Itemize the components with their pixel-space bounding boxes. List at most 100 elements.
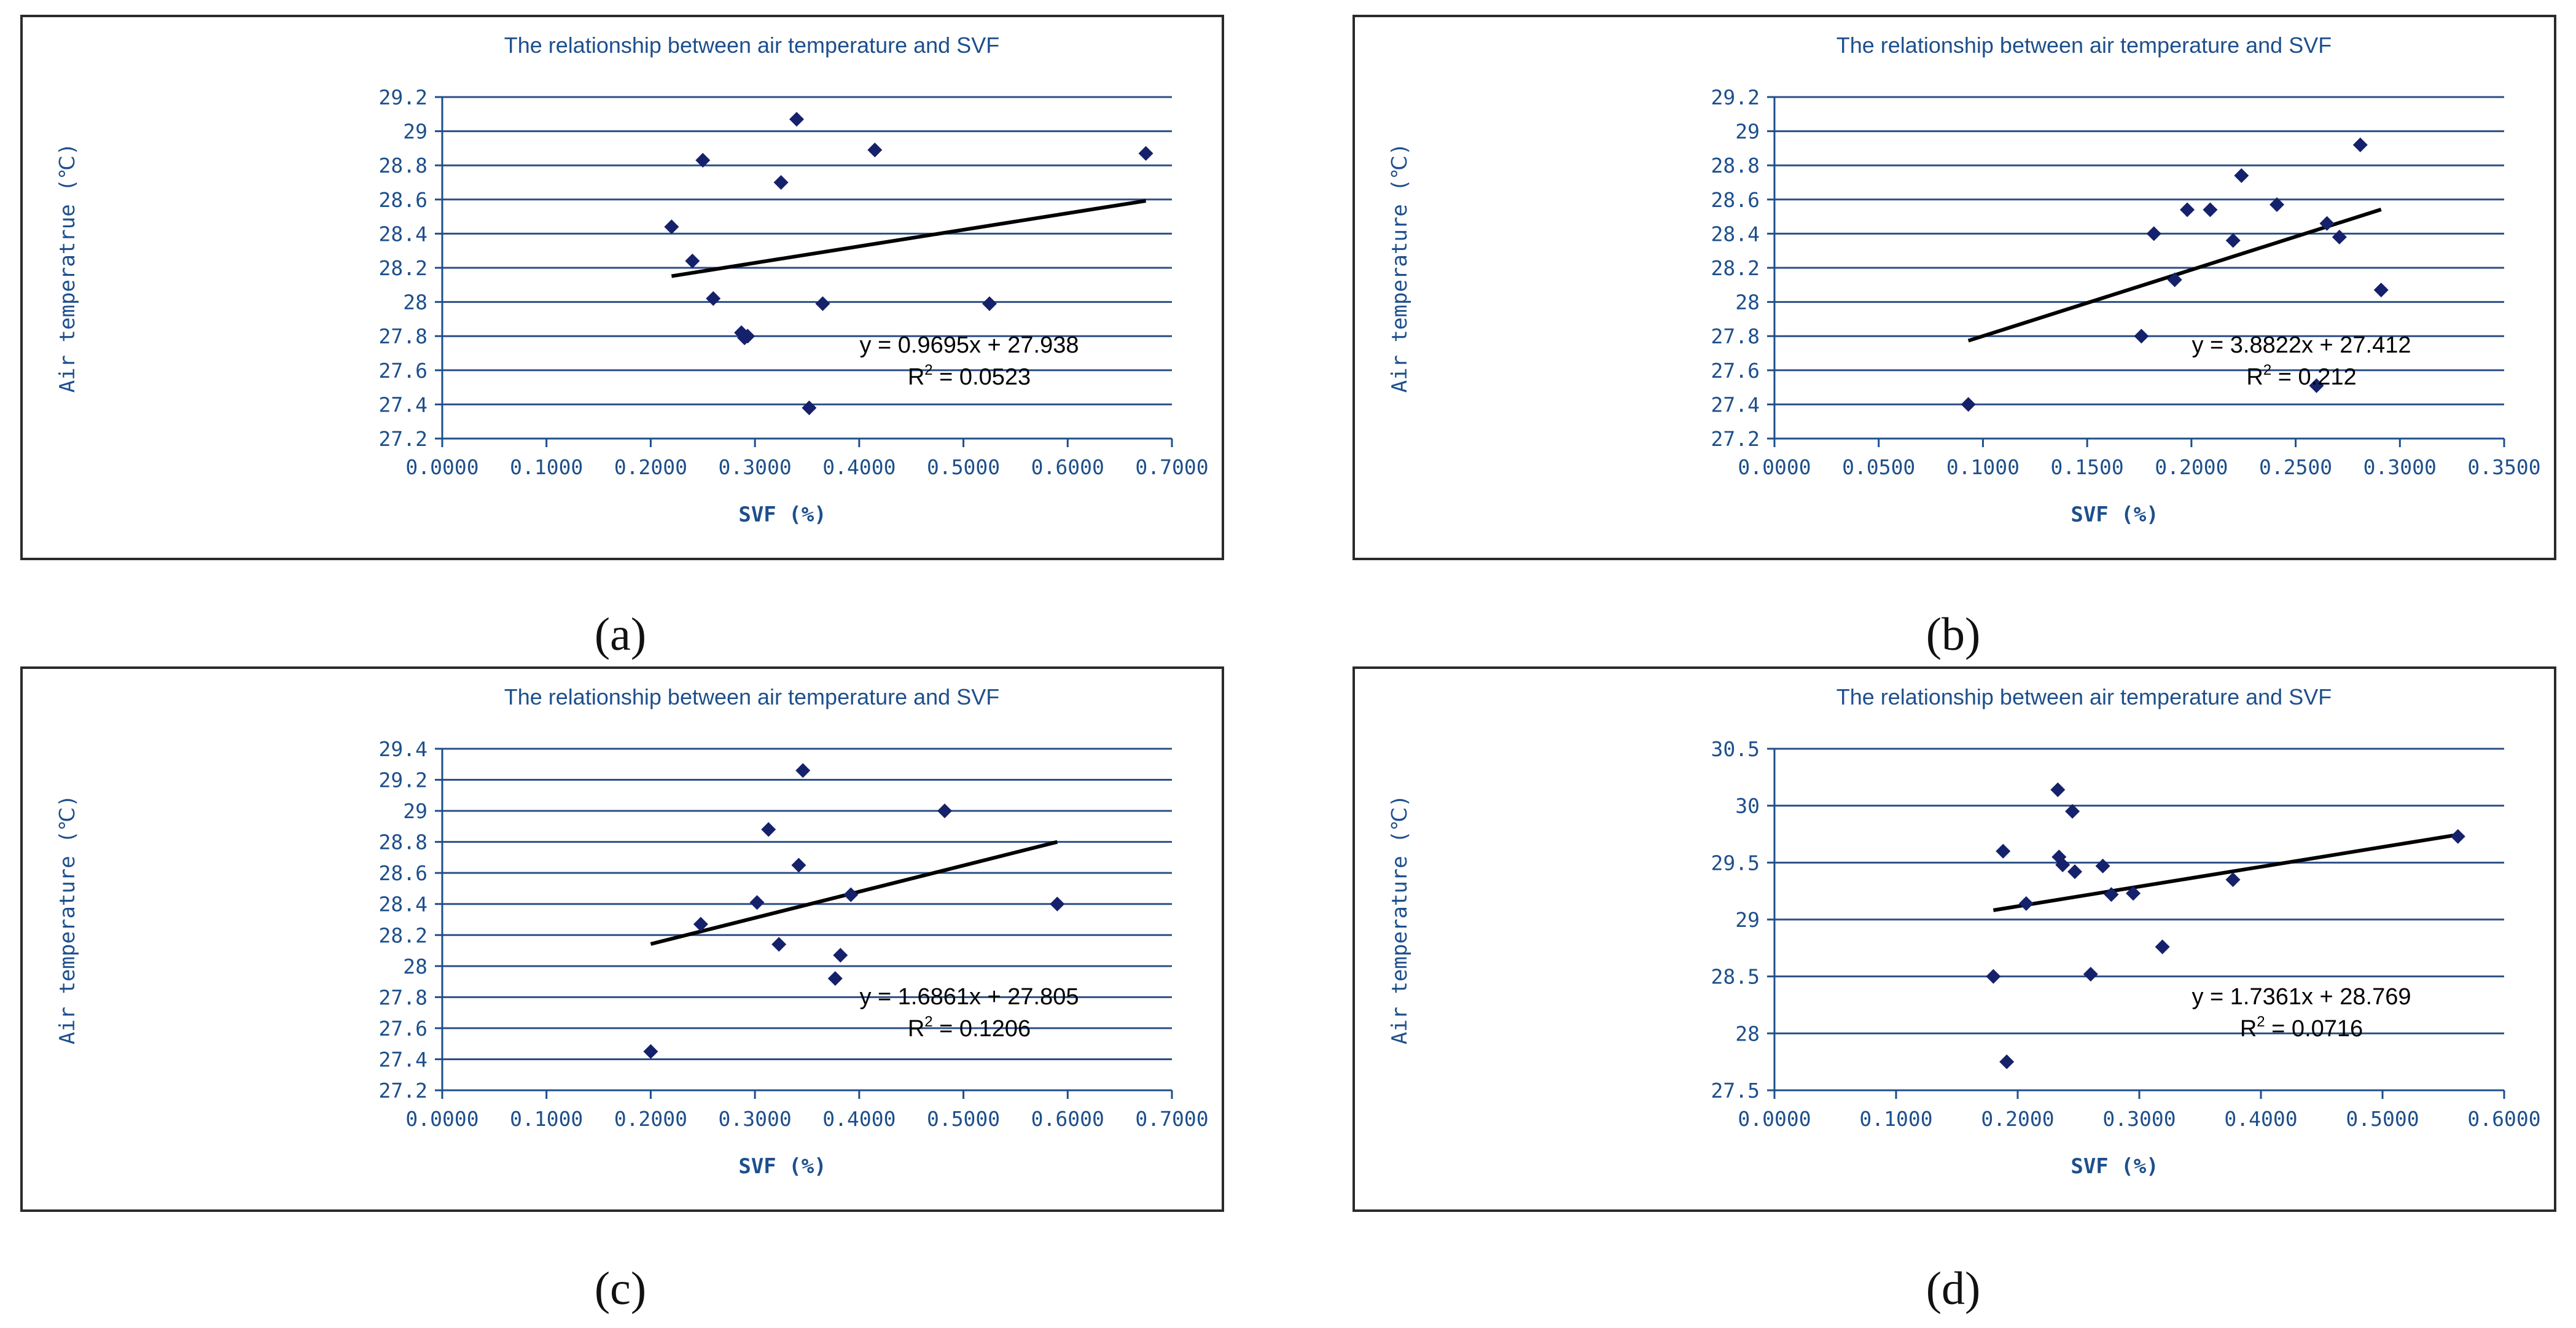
y-axis-label: Air temperature (℃) bbox=[55, 795, 80, 1045]
y-tick-label: 28.2 bbox=[379, 923, 427, 947]
data-point bbox=[2270, 197, 2285, 213]
x-axis-label: SVF (%) bbox=[738, 502, 826, 527]
data-point bbox=[695, 152, 711, 168]
y-tick-label: 27.2 bbox=[379, 427, 427, 451]
x-tick-label: 0.1000 bbox=[510, 1107, 583, 1131]
x-axis-label: SVF (%) bbox=[2071, 1154, 2158, 1179]
x-tick-label: 0.4000 bbox=[2224, 1107, 2297, 1131]
chart-panel-c: The relationship between air temperature… bbox=[20, 666, 1224, 1212]
y-tick-label: 27.4 bbox=[379, 1047, 427, 1071]
data-point bbox=[2083, 966, 2098, 982]
x-axis-label: SVF (%) bbox=[2071, 502, 2158, 527]
y-tick-label: 27.8 bbox=[1711, 324, 1760, 348]
r-squared-prefix: R bbox=[908, 364, 924, 390]
data-point bbox=[2055, 857, 2071, 873]
y-tick-label: 29.2 bbox=[379, 85, 427, 109]
y-tick-label: 28.6 bbox=[379, 861, 427, 885]
trend-equation: y = 1.6861x + 27.805 bbox=[859, 984, 1079, 1010]
trend-equation: y = 1.7361x + 28.769 bbox=[2192, 984, 2411, 1010]
y-tick-label: 27.4 bbox=[379, 393, 427, 416]
y-tick-label: 28.2 bbox=[379, 256, 427, 280]
y-tick-label: 28.8 bbox=[1711, 154, 1760, 178]
x-tick-label: 0.0000 bbox=[1738, 1107, 1811, 1131]
x-tick-label: 0.3000 bbox=[719, 1107, 792, 1131]
x-tick-label: 0.3000 bbox=[2363, 455, 2437, 479]
r-squared: R2 = 0.212 bbox=[2246, 362, 2356, 390]
x-tick-label: 0.3000 bbox=[2102, 1107, 2176, 1131]
data-point bbox=[749, 895, 765, 910]
r-squared-value: = 0.1206 bbox=[933, 1016, 1031, 1042]
data-point bbox=[937, 803, 953, 819]
x-tick-label: 0.6000 bbox=[2467, 1107, 2540, 1131]
chart-frame bbox=[20, 15, 1224, 560]
data-point bbox=[1961, 397, 1976, 412]
y-tick-label: 28.8 bbox=[379, 154, 427, 178]
chart-panel-b: The relationship between air temperature… bbox=[1352, 15, 2556, 560]
x-tick-label: 0.4000 bbox=[822, 455, 896, 479]
chart-svg: The relationship between air temperature… bbox=[20, 666, 1224, 1212]
chart-title: The relationship between air temperature… bbox=[504, 33, 999, 58]
x-tick-label: 0.2000 bbox=[2155, 455, 2228, 479]
r-squared-exponent: 2 bbox=[924, 362, 932, 378]
y-tick-label: 28.5 bbox=[1711, 965, 1760, 989]
y-tick-label: 27.2 bbox=[379, 1079, 427, 1103]
x-tick-label: 0.6000 bbox=[1031, 455, 1104, 479]
data-point bbox=[833, 948, 848, 963]
data-point bbox=[2225, 233, 2241, 248]
r-squared-value: = 0.0716 bbox=[2265, 1016, 2363, 1042]
caption-a: (a) bbox=[594, 609, 647, 660]
data-point bbox=[2234, 168, 2249, 183]
data-point bbox=[2180, 202, 2195, 217]
y-tick-label: 27.6 bbox=[1711, 359, 1760, 383]
x-tick-label: 0.0500 bbox=[1842, 455, 1915, 479]
y-tick-label: 27.8 bbox=[379, 324, 427, 348]
caption-b: (b) bbox=[1926, 609, 1981, 660]
y-tick-label: 27.4 bbox=[1711, 393, 1760, 416]
y-tick-label: 29 bbox=[1735, 120, 1760, 144]
x-tick-label: 0.5000 bbox=[927, 1107, 1000, 1131]
caption-c: (c) bbox=[594, 1263, 647, 1314]
y-tick-label: 28.6 bbox=[1711, 188, 1760, 212]
chart-panel-a: The relationship between air temperature… bbox=[20, 15, 1224, 560]
y-tick-label: 30 bbox=[1735, 794, 1760, 818]
r-squared-exponent: 2 bbox=[2263, 362, 2271, 378]
x-tick-label: 0.3000 bbox=[719, 455, 792, 479]
x-tick-label: 0.1000 bbox=[1946, 455, 2020, 479]
chart-frame bbox=[1352, 666, 2556, 1212]
y-tick-label: 30.5 bbox=[1711, 737, 1760, 761]
x-tick-label: 0.2000 bbox=[614, 455, 687, 479]
x-tick-label: 0.2500 bbox=[2259, 455, 2332, 479]
r-squared: R2 = 0.0523 bbox=[908, 362, 1031, 390]
chart-panel-d: The relationship between air temperature… bbox=[1352, 666, 2556, 1212]
data-point bbox=[693, 916, 708, 932]
data-point bbox=[2450, 829, 2465, 844]
data-point bbox=[795, 763, 811, 778]
data-point bbox=[815, 296, 830, 311]
y-axis-label: Air temperature (℃) bbox=[1388, 795, 1412, 1045]
data-point bbox=[2050, 782, 2066, 797]
r-squared-exponent: 2 bbox=[2257, 1014, 2265, 1030]
y-tick-label: 29.2 bbox=[379, 768, 427, 792]
data-point bbox=[2352, 137, 2368, 152]
chart-frame bbox=[20, 666, 1224, 1212]
x-tick-label: 0.5000 bbox=[2346, 1107, 2419, 1131]
r-squared-prefix: R bbox=[2246, 364, 2263, 390]
y-tick-label: 29 bbox=[1735, 908, 1760, 932]
data-point bbox=[2332, 229, 2347, 244]
y-tick-label: 28 bbox=[403, 291, 427, 314]
x-tick-label: 0.3500 bbox=[2467, 455, 2540, 479]
x-tick-label: 0.0000 bbox=[405, 455, 478, 479]
chart-svg: The relationship between air temperature… bbox=[20, 15, 1224, 560]
x-tick-label: 0.1500 bbox=[2051, 455, 2124, 479]
data-point bbox=[2225, 872, 2241, 888]
data-point bbox=[1050, 896, 1065, 912]
r-squared: R2 = 0.0716 bbox=[2240, 1014, 2363, 1042]
caption-d: (d) bbox=[1926, 1263, 1981, 1314]
y-tick-label: 28 bbox=[403, 955, 427, 978]
data-point bbox=[802, 400, 817, 415]
data-point bbox=[2067, 864, 2083, 880]
data-point bbox=[643, 1044, 658, 1059]
data-point bbox=[2203, 202, 2218, 217]
data-point bbox=[761, 822, 776, 837]
chart-title: The relationship between air temperature… bbox=[504, 684, 999, 709]
